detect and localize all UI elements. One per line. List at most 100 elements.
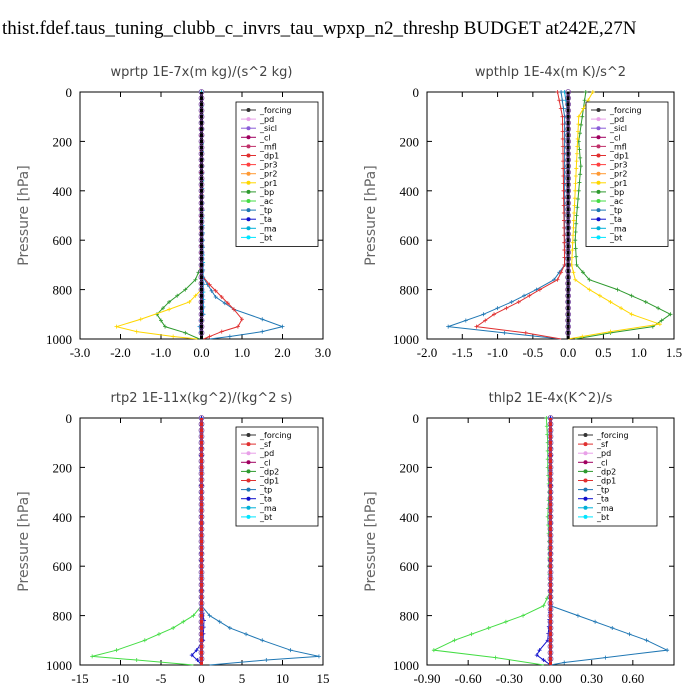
legend-entry: _ma [609,224,627,233]
point-marker [570,240,575,245]
point-marker [578,172,583,177]
point-marker [547,415,554,421]
legend-entry: _dp1 [259,152,279,161]
point-marker [579,122,584,127]
y-tick-label: 600 [400,233,420,248]
point-marker [547,625,554,631]
legend-swatch-marker [596,235,601,240]
y-tick-label: 0 [66,411,73,426]
point-marker [587,277,592,282]
legend-swatch-marker [246,442,251,447]
point-marker [561,181,566,186]
point-marker [198,501,205,508]
point-marker [574,262,579,267]
point-marker [580,334,585,339]
point-marker [577,180,582,185]
point-marker [575,205,580,210]
point-marker [198,415,205,421]
x-tick-label: 0.00 [539,671,562,686]
legend-swatch-marker [583,487,588,492]
x-tick-label: 15 [317,671,330,686]
point-marker [171,625,176,630]
point-marker [560,144,565,149]
point-marker [665,648,670,653]
point-marker [198,489,205,496]
point-marker [561,211,566,216]
point-marker [198,249,205,256]
point-marker [561,196,566,201]
panel-title: wprtp 1E-7x(m kg)/(s^2 kg) [111,65,293,80]
point-marker [198,643,205,650]
point-marker [547,526,554,533]
y-tick-label: 800 [400,609,420,624]
plot-frame [426,91,675,340]
point-marker [561,166,566,171]
legend-swatch-marker [246,162,251,167]
point-marker [138,317,143,322]
point-marker [264,658,269,663]
y-tick-label: 200 [400,460,420,475]
point-marker [547,643,554,650]
point-marker [198,150,205,157]
y-axis-label: Pressure [hPa] [16,491,32,591]
legend-swatch-marker [246,180,251,185]
legend-entry: _cl [259,133,271,142]
point-marker [547,470,554,477]
legend-swatch-marker [596,180,601,185]
point-marker [198,464,205,471]
point-marker [562,660,567,665]
legend-swatch-marker [246,433,251,437]
point-marker [572,211,577,216]
point-marker [571,270,576,275]
point-marker [547,655,554,662]
point-marker [193,277,198,282]
point-marker [521,613,526,618]
legend-entry: _ta [259,215,272,224]
x-tick-label: -5 [156,671,167,686]
point-marker [198,255,205,262]
point-marker [565,243,572,250]
legend-entry: _dp2 [259,467,279,476]
y-tick-label: 0 [413,411,420,426]
point-marker [219,329,224,334]
x-tick-label: -1.0 [487,345,508,360]
point-marker [565,175,572,182]
point-marker [198,649,205,656]
point-marker [668,312,673,317]
point-marker [565,224,572,231]
point-marker [198,126,205,132]
point-marker [483,318,488,323]
point-marker [565,305,572,312]
point-marker [90,654,95,659]
y-tick-label: 1000 [46,332,72,347]
y-axis-label: Pressure [hPa] [16,165,32,265]
x-tick-label: -1.5 [452,345,473,360]
point-marker [534,653,539,658]
point-marker [198,157,205,163]
legend-entry: _forcing [259,431,292,440]
point-marker [509,299,514,304]
point-marker [587,287,592,292]
legend-swatch-marker [246,469,251,474]
point-marker [581,106,586,111]
legend-entry: _cl [596,458,608,467]
point-marker [547,606,554,613]
legend-swatch-marker [246,217,251,222]
point-marker [198,600,205,607]
point-marker [565,261,572,268]
point-marker [198,175,205,182]
legend-entry: _forcing [259,106,292,115]
legend-entry: _bp [259,188,274,197]
point-marker [198,286,205,293]
point-marker [575,144,580,149]
point-marker [134,329,139,334]
legend-swatch-marker [596,135,601,140]
legend-entry: _mfl [609,142,627,151]
series-line-tp [201,92,285,340]
point-marker [198,169,205,176]
x-tick-label: -10 [112,671,129,686]
point-marker [198,612,205,619]
point-marker [573,188,578,193]
point-marker [316,654,321,659]
